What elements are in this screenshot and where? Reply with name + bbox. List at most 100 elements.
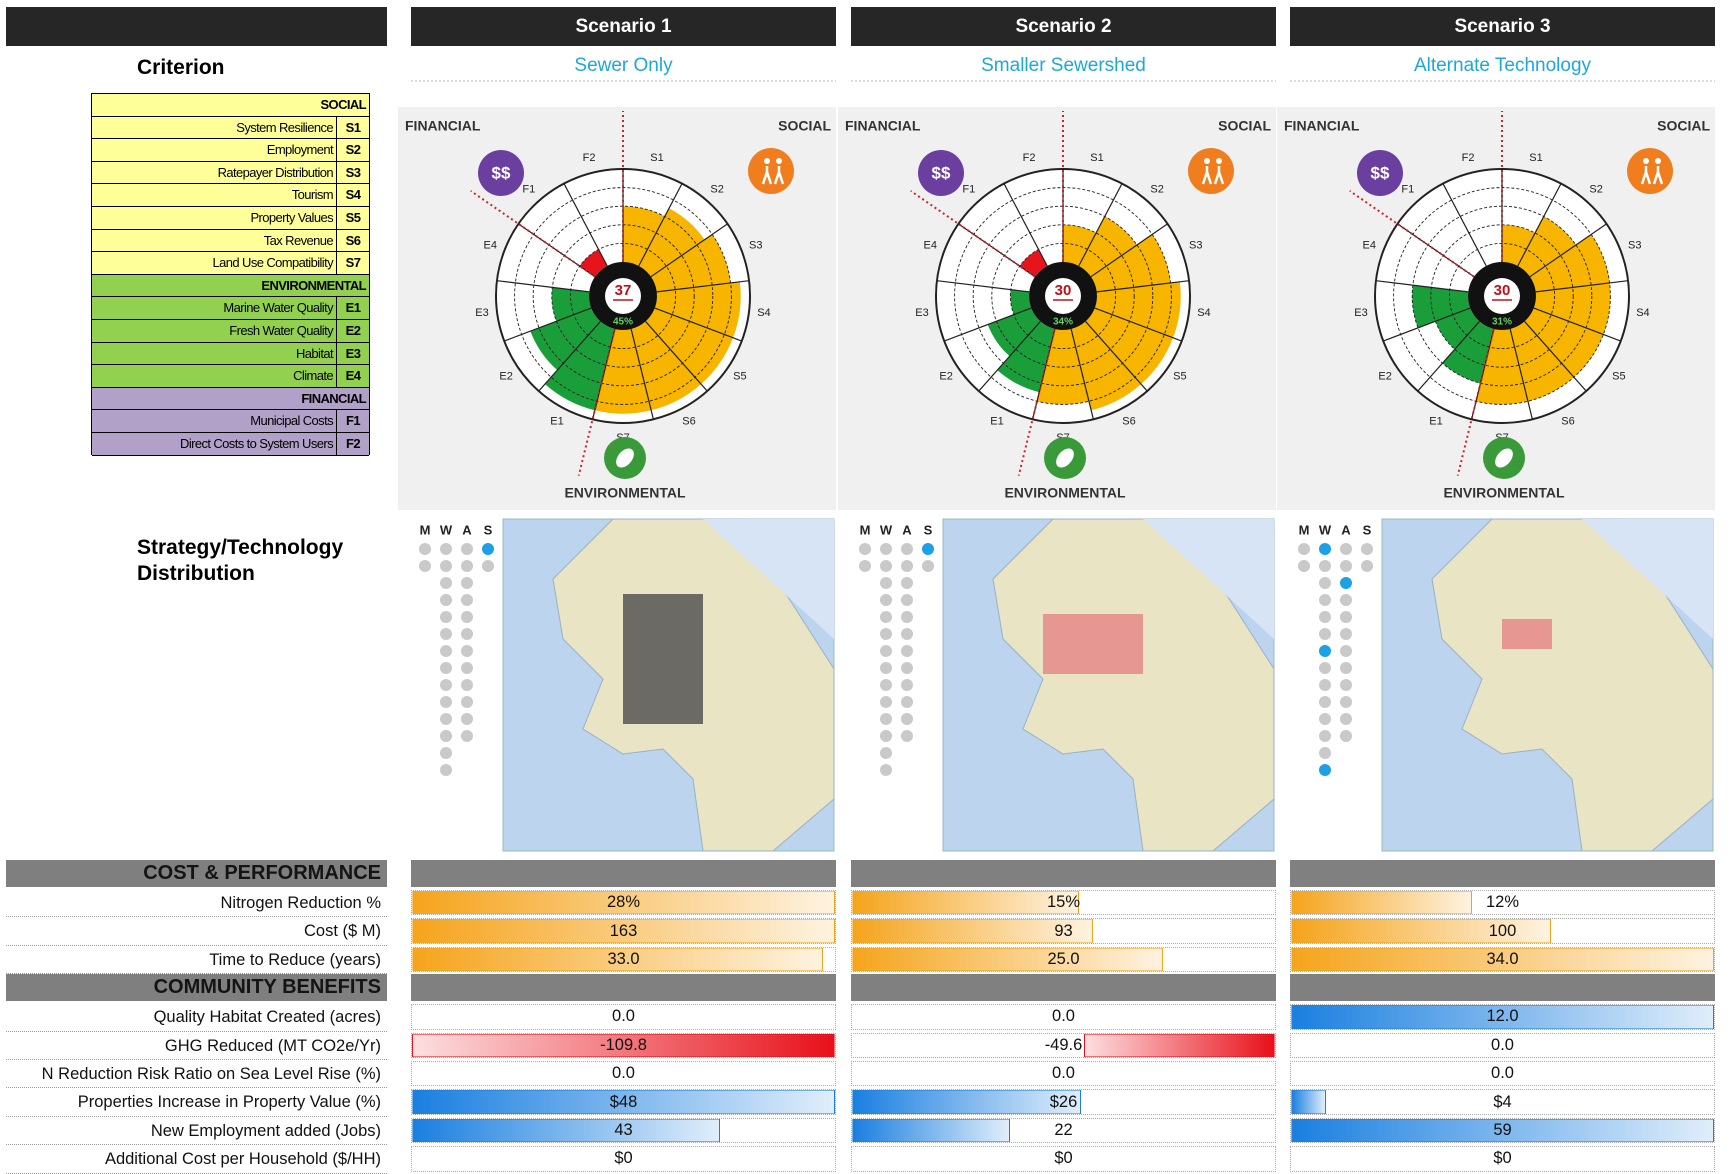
value-label: 22 [852, 1119, 1275, 1142]
tech-dot [1319, 696, 1331, 708]
criteria-row: Tax RevenueS6 [92, 230, 369, 253]
row-label: New Employment added (Jobs) [6, 1117, 387, 1145]
hub-percent: 34% [1053, 317, 1073, 328]
tech-dot [1340, 713, 1352, 725]
value-cell: 12% [1290, 890, 1715, 915]
sector-label: S3 [1189, 240, 1202, 252]
criteria-row: Property ValuesS5 [92, 207, 369, 230]
criteria-row: EmploymentS2 [92, 139, 369, 162]
criteria-row: Municipal CostsF1 [92, 410, 369, 433]
sector-label: F1 [1401, 184, 1414, 196]
scenario-subtitle: Smaller Sewershed [981, 55, 1146, 76]
tech-dot [1361, 543, 1373, 555]
value-label: $26 [852, 1090, 1275, 1113]
sector-label: S3 [749, 240, 762, 252]
sector-label: S3 [1628, 240, 1641, 252]
social-icon [1627, 148, 1673, 194]
sector-label: F2 [1023, 152, 1036, 164]
strategy-title: Strategy/Technology Distribution [137, 535, 387, 587]
value-cell: 28% [411, 890, 836, 915]
scenario-title: Scenario 1 [575, 16, 672, 37]
sector-label: E4 [1362, 240, 1375, 252]
value-cell: 43 [411, 1118, 836, 1143]
value-label: 0.0 [1291, 1062, 1714, 1085]
value-cell: 22 [851, 1118, 1276, 1143]
tech-dot [461, 628, 473, 640]
tech-dot [901, 611, 913, 623]
value-cell: 25.0 [851, 947, 1276, 972]
tech-dot [1319, 628, 1331, 640]
criteria-row: ClimateE4 [92, 365, 369, 388]
sector-label: S4 [1197, 307, 1210, 319]
tech-dot [901, 713, 913, 725]
criteria-group-name: SOCIAL [92, 94, 369, 116]
sector-label: S6 [1561, 416, 1574, 428]
tech-dot [440, 628, 452, 640]
financial-label: FINANCIAL [845, 118, 921, 134]
criteria-code: S5 [337, 207, 369, 229]
criteria-label: Ratepayer Distribution [92, 162, 337, 184]
social-icon-head [1204, 158, 1210, 164]
criteria-label: Municipal Costs [92, 410, 337, 432]
criteria-group-row: ENVIRONMENTAL [92, 275, 369, 298]
tech-column-label: M [1299, 522, 1310, 537]
value-cell: 100 [1290, 918, 1715, 943]
sector-label: S1 [650, 152, 663, 164]
sector-label: S2 [1150, 184, 1163, 196]
tech-dot [1340, 730, 1352, 742]
value-cell: $26 [851, 1089, 1276, 1114]
criteria-label: System Resilience [92, 117, 337, 139]
value-label: 0.0 [1291, 1034, 1714, 1057]
row-label: N Reduction Risk Ratio on Sea Level Rise… [6, 1060, 387, 1088]
sector-label: F1 [522, 184, 535, 196]
value-cell: -109.8 [411, 1033, 836, 1058]
tech-dot [440, 679, 452, 691]
value-label: 0.0 [852, 1062, 1275, 1085]
financial-icon-text: $$ [932, 163, 951, 182]
section-bar [851, 974, 1276, 1001]
tech-dot [440, 645, 452, 657]
row-label: Properties Increase in Property Value (%… [6, 1088, 387, 1116]
scenario-title: Scenario 2 [1015, 16, 1111, 37]
tech-dot [880, 543, 892, 555]
section-bar [1290, 860, 1715, 887]
environmental-label: ENVIRONMENTAL [564, 485, 686, 501]
tech-dot [1361, 560, 1373, 572]
criteria-label: Land Use Compatibility [92, 252, 337, 274]
criteria-code: E1 [337, 297, 369, 319]
criteria-code: F2 [337, 433, 369, 455]
header-bar [6, 7, 387, 46]
tech-dot [1340, 628, 1352, 640]
value-cell: -49.6 [851, 1033, 1276, 1058]
sector-label: F2 [583, 152, 596, 164]
tech-column-label: A [902, 522, 912, 537]
sector-label: E3 [475, 307, 488, 319]
value-label: 25.0 [852, 948, 1275, 971]
scenario-title: Scenario 3 [1454, 16, 1550, 37]
tech-dot [1319, 594, 1331, 606]
row-label: Cost ($ M) [6, 917, 387, 945]
sector-label: S5 [733, 371, 746, 383]
financial-label: FINANCIAL [1284, 118, 1360, 134]
tech-dot [880, 713, 892, 725]
criteria-label: Habitat [92, 343, 337, 365]
tech-dot [440, 611, 452, 623]
criteria-row: Direct Costs to System UsersF2 [92, 433, 369, 456]
financial-icon-text: $$ [1371, 163, 1390, 182]
value-cell: 0.0 [1290, 1061, 1715, 1086]
tech-dot [922, 543, 934, 555]
tech-dot [461, 730, 473, 742]
scenario-subtitle: Sewer Only [574, 55, 673, 76]
social-label: SOCIAL [778, 118, 831, 134]
criteria-code: E4 [337, 365, 369, 387]
value-label: 93 [852, 919, 1275, 942]
sector-label: S6 [682, 416, 695, 428]
social-icon-head [1655, 158, 1661, 164]
tech-dot [880, 696, 892, 708]
tech-dot [880, 730, 892, 742]
value-label: 0.0 [412, 1005, 835, 1028]
value-cell: 33.0 [411, 947, 836, 972]
tech-dot [859, 543, 871, 555]
section-title: COST & PERFORMANCE [6, 860, 387, 887]
